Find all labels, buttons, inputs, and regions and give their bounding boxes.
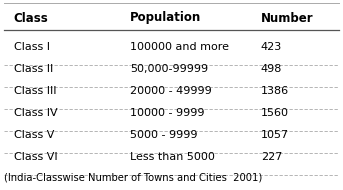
- Text: 20000 - 49999: 20000 - 49999: [130, 86, 212, 96]
- Text: (India-Classwise Number of Towns and Cities  2001): (India-Classwise Number of Towns and Cit…: [4, 173, 262, 183]
- Text: Class III: Class III: [14, 86, 56, 96]
- Text: Class II: Class II: [14, 64, 53, 74]
- Text: 498: 498: [261, 64, 282, 74]
- Text: 100000 and more: 100000 and more: [130, 42, 229, 52]
- Text: 10000 - 9999: 10000 - 9999: [130, 108, 205, 118]
- Text: Less than 5000: Less than 5000: [130, 152, 215, 162]
- Text: Class IV: Class IV: [14, 108, 57, 118]
- Text: 1560: 1560: [261, 108, 289, 118]
- Text: 5000 - 9999: 5000 - 9999: [130, 130, 198, 140]
- Text: Class VI: Class VI: [14, 152, 57, 162]
- Text: Class: Class: [14, 12, 48, 25]
- Text: Number: Number: [261, 12, 313, 25]
- Text: 1057: 1057: [261, 130, 289, 140]
- Text: 423: 423: [261, 42, 282, 52]
- Text: Class I: Class I: [14, 42, 50, 52]
- Text: 50,000-99999: 50,000-99999: [130, 64, 209, 74]
- Text: Population: Population: [130, 12, 202, 25]
- Text: 227: 227: [261, 152, 282, 162]
- Text: 1386: 1386: [261, 86, 289, 96]
- Text: Class V: Class V: [14, 130, 54, 140]
